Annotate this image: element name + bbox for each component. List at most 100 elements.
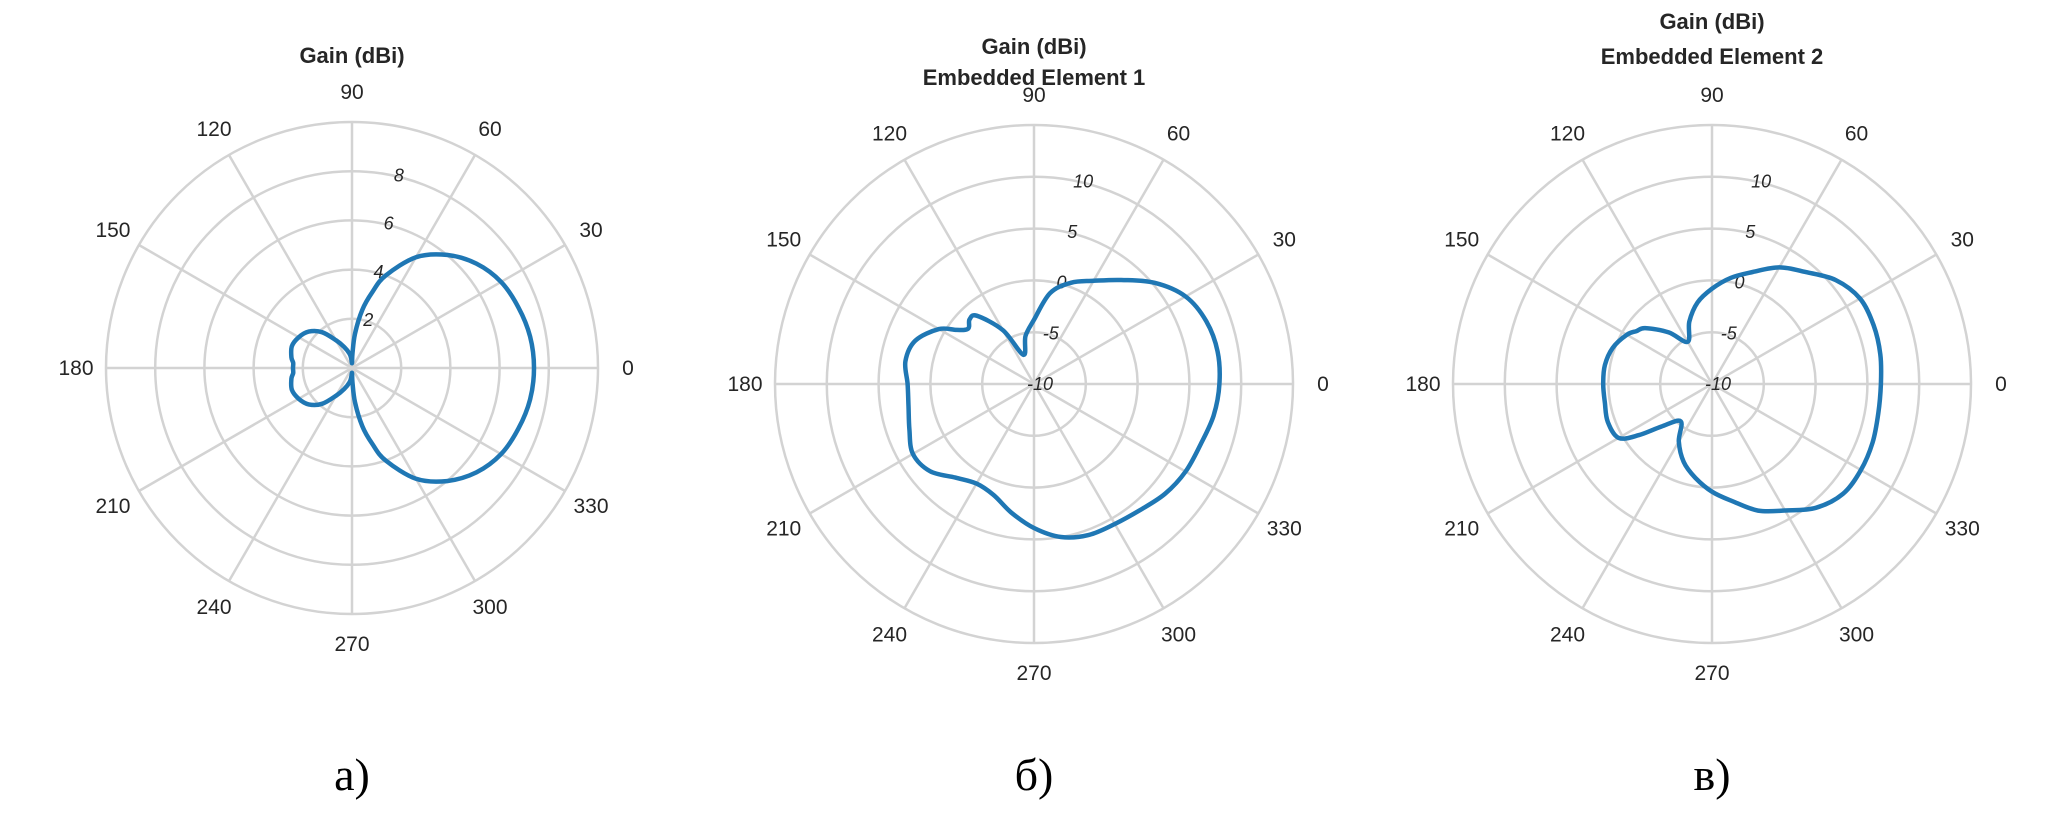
angle-tick-label: 90 — [1022, 84, 1045, 107]
angle-tick-label: 240 — [196, 596, 231, 619]
plot-title: Gain (dBi) — [981, 34, 1086, 59]
angle-tick-label: 240 — [872, 623, 907, 646]
plot-caption: а) — [334, 749, 370, 800]
radial-tick-label: 10 — [1073, 171, 1093, 191]
plot-subtitle: Embedded Element 2 — [1601, 44, 1824, 69]
grid-spoke — [809, 382, 1035, 515]
radial-tick-labels: -10 -5 0 5 10 — [1705, 171, 1771, 394]
angle-tick-label: 60 — [478, 118, 501, 141]
radial-tick-label: 4 — [373, 262, 383, 282]
radial-tick-label: 10 — [1751, 171, 1771, 191]
grid-spoke — [138, 243, 353, 370]
polar-grid — [1451, 123, 1973, 645]
polar-plot-b: Gain (dBi) Embedded Element 1 -10-50510 … — [727, 34, 1328, 800]
angle-tick-label: 60 — [1167, 123, 1190, 146]
radial-tick-label: 6 — [384, 214, 395, 234]
grid-spoke — [1581, 159, 1714, 385]
grid-spoke — [350, 154, 477, 369]
angle-tick-label: 270 — [1694, 662, 1729, 685]
grid-spoke — [1032, 159, 1165, 385]
gain-pattern-line — [288, 252, 537, 484]
angle-tick-label: 120 — [872, 123, 907, 146]
grid-spoke — [1711, 253, 1937, 386]
plot-caption: б) — [1015, 749, 1054, 800]
radial-tick-labels: -10 -5 0 5 10 — [1027, 171, 1093, 394]
angle-tick-label: 210 — [766, 518, 801, 541]
grid-spoke — [350, 367, 477, 582]
angle-tick-label: 330 — [1267, 518, 1302, 541]
grid-spoke — [1033, 382, 1259, 515]
angle-tick-label: 240 — [1550, 623, 1585, 646]
angle-tick-label: 0 — [622, 357, 634, 380]
grid-spoke — [351, 366, 566, 493]
radial-tick-label: 8 — [394, 166, 404, 186]
radial-tick-label: -10 — [1027, 374, 1053, 394]
grid-spoke — [351, 243, 566, 370]
grid-spoke — [1487, 382, 1713, 515]
radial-tick-labels: 2 4 6 8 — [362, 166, 404, 330]
angle-tick-label: 90 — [340, 81, 363, 104]
grid-spoke — [1710, 159, 1843, 385]
radial-tick-label: 0 — [1057, 273, 1067, 293]
angle-tick-labels: 0 30 60 90 120 150 180 210 240 270 300 330 — [1405, 84, 2006, 685]
grid-spoke — [1581, 383, 1714, 609]
radial-tick-label: -5 — [1043, 323, 1060, 343]
angle-tick-label: 210 — [95, 495, 130, 518]
angle-tick-label: 300 — [472, 596, 507, 619]
plot-caption: в) — [1693, 749, 1730, 800]
angle-tick-label: 180 — [58, 357, 93, 380]
angle-tick-label: 30 — [579, 219, 602, 242]
angle-tick-label: 300 — [1161, 623, 1196, 646]
angle-tick-label: 30 — [1951, 229, 1974, 252]
angle-tick-label: 0 — [1317, 373, 1329, 396]
angle-tick-labels: 0 30 60 90 120 150 180 210 240 270 300 330 — [58, 81, 633, 656]
grid-spoke — [1487, 253, 1713, 386]
grid-spoke — [138, 366, 353, 493]
angle-tick-label: 330 — [1945, 518, 1980, 541]
polar-plot-a: Gain (dBi) 2 4 6 8 0 30 60 90 120 150 180 210 240 27… — [58, 43, 633, 800]
grid-spoke — [1032, 383, 1165, 609]
grid-spoke — [903, 159, 1036, 385]
angle-tick-label: 180 — [727, 373, 762, 396]
series-group — [1600, 265, 1884, 514]
gain-pattern-line — [902, 277, 1222, 540]
angle-tick-label: 120 — [196, 118, 231, 141]
angle-tick-label: 150 — [95, 219, 130, 242]
plot-subtitle: Embedded Element 1 — [923, 65, 1146, 90]
grid-spoke — [227, 154, 354, 369]
radial-tick-label: 5 — [1067, 222, 1078, 242]
grid-spoke — [1710, 383, 1843, 609]
angle-tick-label: 120 — [1550, 123, 1585, 146]
angle-tick-label: 300 — [1839, 623, 1874, 646]
plot-title: Gain (dBi) — [1659, 9, 1764, 34]
grid-spoke — [1711, 382, 1937, 515]
polar-grid — [773, 123, 1295, 645]
plot-title: Gain (dBi) — [299, 43, 404, 68]
angle-tick-label: 150 — [1444, 229, 1479, 252]
angle-tick-label: 330 — [573, 495, 608, 518]
radial-tick-label: -10 — [1705, 374, 1731, 394]
series-group — [288, 252, 537, 484]
gain-pattern-line — [1600, 265, 1884, 514]
angle-tick-label: 90 — [1700, 84, 1723, 107]
radial-tick-label: 5 — [1745, 222, 1756, 242]
radial-tick-label: 0 — [1735, 273, 1745, 293]
grid-spoke — [1033, 253, 1259, 386]
angle-tick-label: 30 — [1273, 229, 1296, 252]
grid-spoke — [903, 383, 1036, 609]
grid-spoke — [227, 367, 354, 582]
angle-tick-label: 150 — [766, 229, 801, 252]
grid-spoke — [809, 253, 1035, 386]
angle-tick-label: 0 — [1995, 373, 2007, 396]
radial-tick-label: -5 — [1721, 323, 1738, 343]
angle-tick-label: 210 — [1444, 518, 1479, 541]
angle-tick-label: 180 — [1405, 373, 1440, 396]
polar-plot-c: Gain (dBi) Embedded Element 2 -10-50510 … — [1405, 9, 2006, 800]
angle-tick-labels: 0 30 60 90 120 150 180 210 240 270 300 330 — [727, 84, 1328, 685]
angle-tick-label: 270 — [334, 633, 369, 656]
series-group — [902, 277, 1222, 540]
angle-tick-label: 270 — [1016, 662, 1051, 685]
polar-grid — [104, 120, 600, 616]
angle-tick-label: 60 — [1845, 123, 1868, 146]
